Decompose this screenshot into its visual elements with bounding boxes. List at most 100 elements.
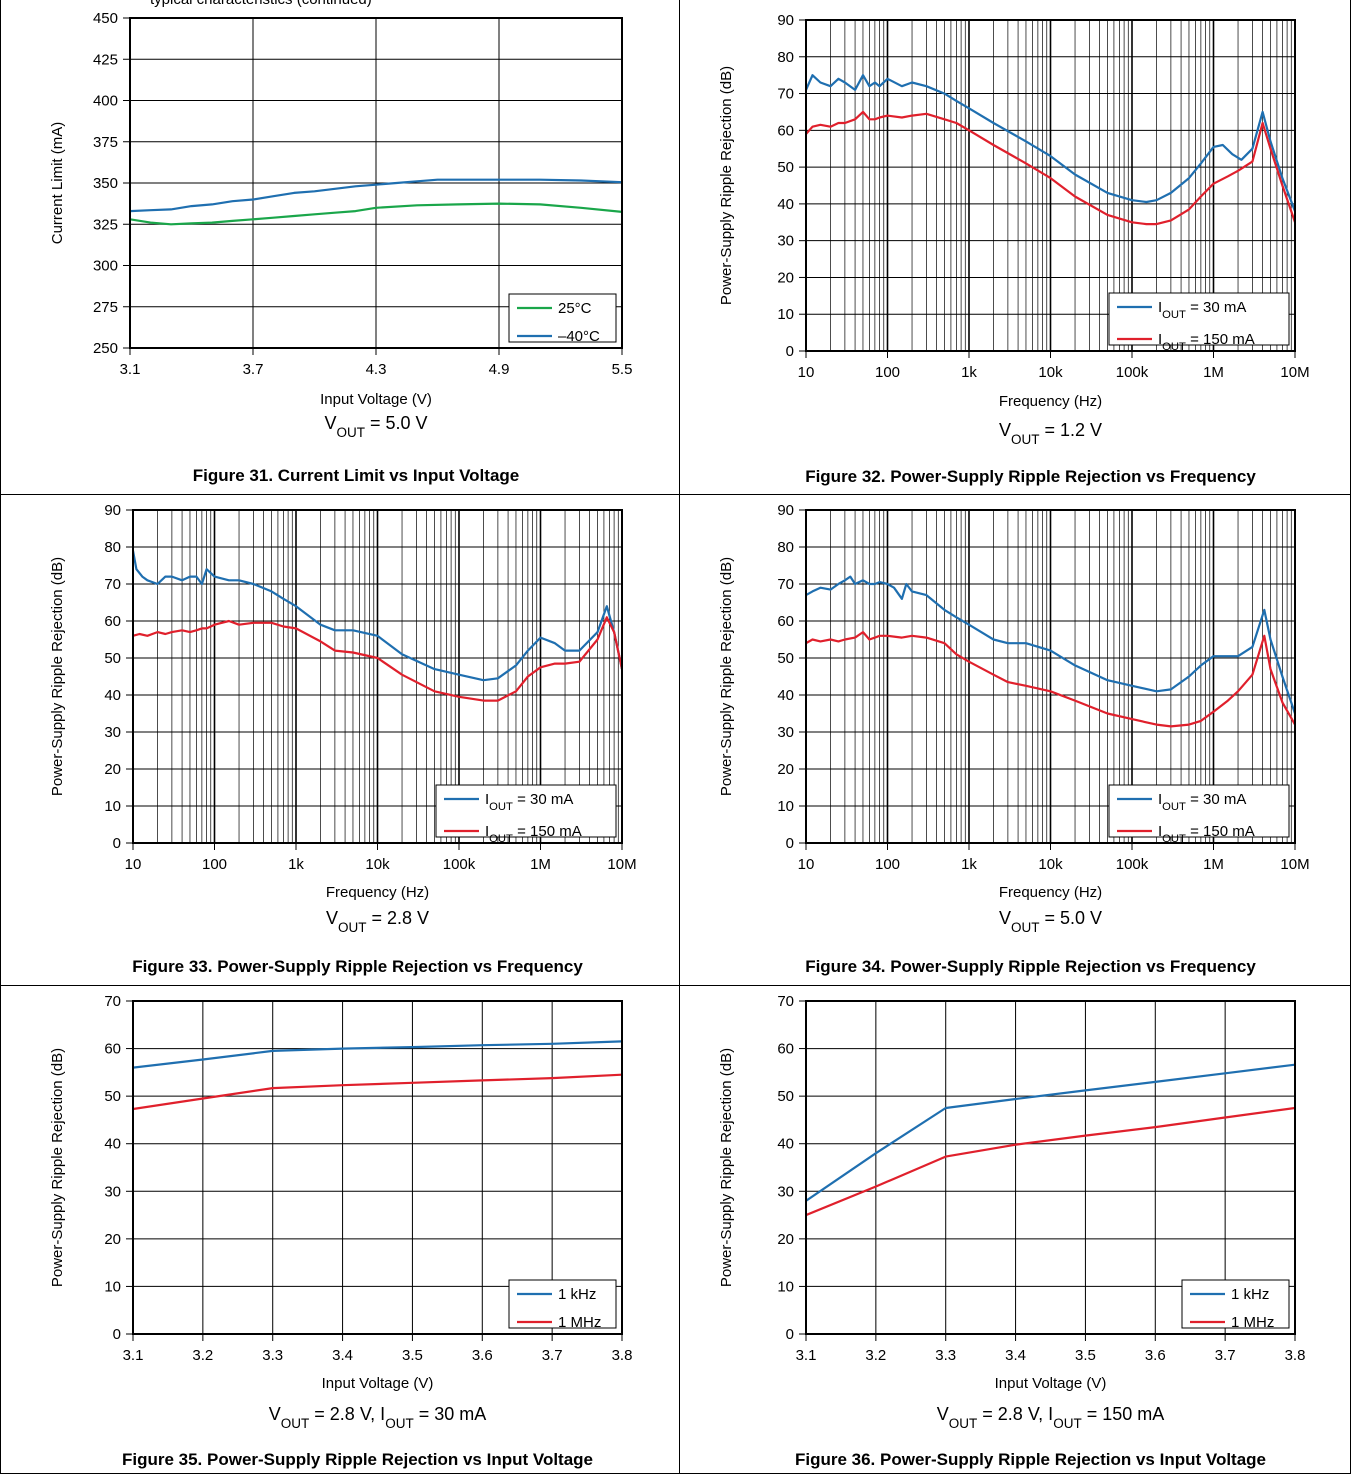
y-axis-label: Power-Supply Ripple Rejection (dB) [49, 1048, 66, 1287]
series-line-1 [133, 1040, 622, 1069]
x-tick-label: 3.1 [796, 1347, 817, 1364]
y-tick-label: 40 [777, 687, 794, 704]
x-tick-label: 4.9 [489, 361, 510, 378]
x-tick-label: 3.6 [1145, 1347, 1166, 1364]
y-tick-label: 20 [104, 761, 121, 778]
x-tick-label: 100k [1116, 856, 1149, 873]
legend-box [1181, 1279, 1290, 1329]
x-tick-label: 3.3 [262, 1347, 283, 1364]
x-axis-label: Input Voltage (V) [322, 1375, 434, 1392]
y-tick-label: 425 [93, 51, 118, 68]
x-tick-label: 4.3 [366, 361, 387, 378]
x-tick-label: 10 [798, 856, 815, 873]
y-tick-label: 40 [104, 1136, 121, 1153]
plot-frame [805, 509, 1296, 844]
x-tick-label: 3.8 [612, 1347, 633, 1364]
x-tick-label: 1k [288, 856, 304, 873]
legend: IOUT = 30 mA IOUT = 150 mA [1108, 784, 1290, 845]
legend-label: 1 MHz [1231, 1314, 1274, 1331]
test-condition: VOUT = 5.0 V [324, 413, 427, 440]
figure-36-chart: 0 10 20 30 40 50 60 70 3.1 3.2 3.3 3.4 3.5 3.6 3.7 3.8 1… [718, 993, 1305, 1469]
y-tick-label: 0 [113, 835, 121, 852]
legend-label: IOUT = 150 mA [1158, 331, 1255, 353]
y-tick-label: 30 [104, 724, 121, 741]
x-tick-label: 100k [1116, 364, 1149, 381]
x-tick-label: 5.5 [612, 361, 633, 378]
y-tick-label: 20 [777, 761, 794, 778]
y-tick-label: 40 [104, 687, 121, 704]
x-tick-label: 100 [875, 364, 900, 381]
legend: 1 kHz 1 MHz [508, 1279, 617, 1331]
plot-frame [805, 1000, 1296, 1335]
plot-frame [132, 509, 623, 844]
y-tick-label: 80 [104, 539, 121, 556]
y-tick-label: 20 [777, 269, 794, 286]
y-tick-label: 60 [104, 1041, 121, 1058]
legend: IOUT = 30 mA IOUT = 150 mA [1108, 292, 1290, 353]
y-tick-label: 325 [93, 216, 118, 233]
x-tick-label: 100 [875, 856, 900, 873]
y-tick-label: 70 [777, 576, 794, 593]
y-tick-label: 50 [777, 1088, 794, 1105]
legend-label: 1 kHz [558, 1286, 596, 1303]
x-tick-label: 10k [365, 856, 390, 873]
series-line-1 [130, 202, 622, 226]
x-tick-label: 3.2 [192, 1347, 213, 1364]
series-line-1 [133, 550, 622, 682]
x-tick-label: 3.1 [123, 1347, 144, 1364]
y-tick-label: 350 [93, 175, 118, 192]
figure-caption: Figure 32. Power-Supply Ripple Rejection… [805, 467, 1256, 486]
y-tick-label: 30 [777, 233, 794, 250]
x-tick-label: 3.7 [1215, 1347, 1236, 1364]
x-tick-label: 10M [1280, 364, 1309, 381]
y-axis-label: Power-Supply Ripple Rejection (dB) [718, 557, 735, 796]
y-tick-label: 400 [93, 93, 118, 110]
x-tick-label: 3.7 [243, 361, 264, 378]
y-tick-label: 70 [104, 993, 121, 1010]
figure-31-panel: 250 275 300 325 350 375 400 425 450 3.1 3.7 4.3 4.9 5… [0, 0, 680, 495]
y-axis-label: Power-Supply Ripple Rejection (dB) [718, 66, 735, 305]
y-tick-label: 10 [104, 1278, 121, 1295]
y-tick-label: 50 [777, 650, 794, 667]
figure-35-chart: 0 10 20 30 40 50 60 70 3.1 3.2 3.3 3.4 3.5 3.6 3.7 3.8 1… [49, 993, 633, 1469]
series-line-1 [806, 575, 1295, 714]
legend-label: IOUT = 150 mA [485, 823, 582, 845]
legend-label: IOUT = 150 mA [1158, 823, 1255, 845]
x-tick-label: 3.5 [402, 1347, 423, 1364]
y-tick-label: 0 [786, 1326, 794, 1343]
y-tick-label: 0 [113, 1326, 121, 1343]
plot-frame [129, 17, 623, 349]
grid [799, 19, 1296, 358]
figure-31-chart: 250 275 300 325 350 375 400 425 450 3.1 3.7 4.3 4.9 5… [49, 10, 633, 485]
x-axis-label: Input Voltage (V) [320, 391, 432, 408]
x-tick-label: 10M [607, 856, 636, 873]
legend-box [1108, 292, 1290, 346]
x-tick-label: 3.2 [865, 1347, 886, 1364]
x-tick-label: 1k [961, 364, 977, 381]
x-tick-label: 100 [202, 856, 227, 873]
y-axis-label: Power-Supply Ripple Rejection (dB) [49, 557, 66, 796]
x-tick-label: 3.4 [1005, 1347, 1026, 1364]
series-line-2 [806, 631, 1295, 728]
figure-caption: Figure 34. Power-Supply Ripple Rejection… [805, 957, 1256, 976]
legend-label: 1 MHz [558, 1314, 601, 1331]
y-tick-label: 450 [93, 10, 118, 27]
x-tick-label: 10 [125, 856, 142, 873]
y-tick-label: 90 [777, 502, 794, 519]
y-tick-label: 30 [104, 1183, 121, 1200]
series-line-2 [133, 1073, 622, 1111]
x-tick-label: 3.4 [332, 1347, 353, 1364]
series-line-2 [806, 110, 1295, 226]
legend-label: 25°C [558, 300, 592, 317]
x-tick-label: 1M [1203, 364, 1224, 381]
x-axis-label: Frequency (Hz) [999, 884, 1102, 901]
x-tick-label: 3.1 [120, 361, 141, 378]
legend: 25°C –40°C [508, 293, 617, 345]
figure-caption: Figure 36. Power-Supply Ripple Rejection… [795, 1450, 1266, 1469]
x-tick-label: 100k [443, 856, 476, 873]
page-header: typical characteristics (continued) [150, 0, 372, 8]
y-tick-label: 20 [777, 1231, 794, 1248]
y-tick-label: 70 [777, 993, 794, 1010]
y-axis-label: Current Limit (mA) [49, 122, 66, 245]
